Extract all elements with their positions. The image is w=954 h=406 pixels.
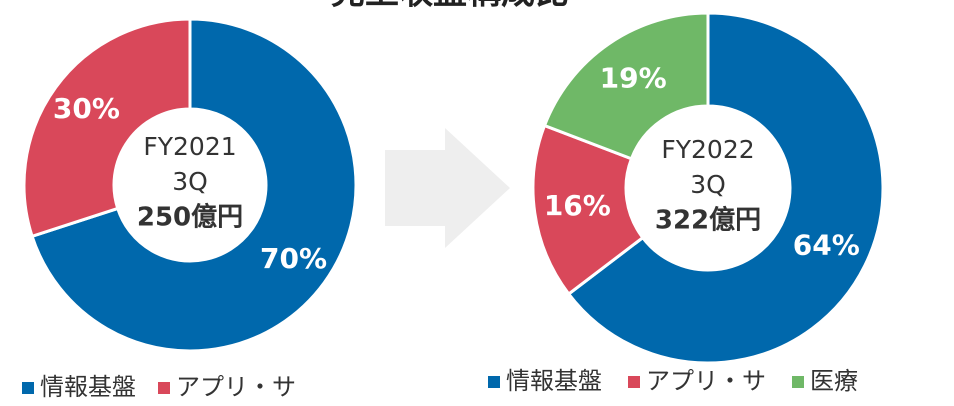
center-text: FY2021	[143, 132, 236, 161]
legend-marker	[22, 382, 34, 394]
legend-label: 情報基盤	[506, 367, 602, 395]
center-text: 3Q	[172, 167, 208, 196]
center-text: 250億円	[137, 203, 243, 233]
legend-label: 情報基盤	[40, 373, 136, 401]
donut-slice	[531, 123, 645, 297]
donut-slice	[30, 17, 358, 353]
center-text: 3Q	[690, 170, 726, 199]
center-text: FY2022	[661, 135, 754, 164]
legend-label: アプリ・サ	[646, 367, 766, 395]
legend-marker	[628, 376, 640, 388]
data-label: 16%	[544, 189, 611, 222]
data-label: 19%	[600, 61, 667, 94]
donut-slice	[542, 11, 710, 161]
legend-marker	[488, 376, 500, 388]
donut-slice	[22, 17, 192, 239]
legend-marker	[792, 376, 804, 388]
data-label: 30%	[53, 92, 120, 125]
data-label: 70%	[260, 242, 327, 275]
title: 売上収益構成比	[331, 0, 569, 13]
legend-marker	[158, 382, 170, 394]
donut-slice	[566, 11, 885, 365]
legend-label: 医療	[810, 367, 858, 395]
data-label: 64%	[793, 229, 860, 262]
legend-label: アプリ・サ	[176, 373, 296, 401]
arrow	[385, 128, 510, 248]
center-text: 322億円	[655, 206, 761, 236]
